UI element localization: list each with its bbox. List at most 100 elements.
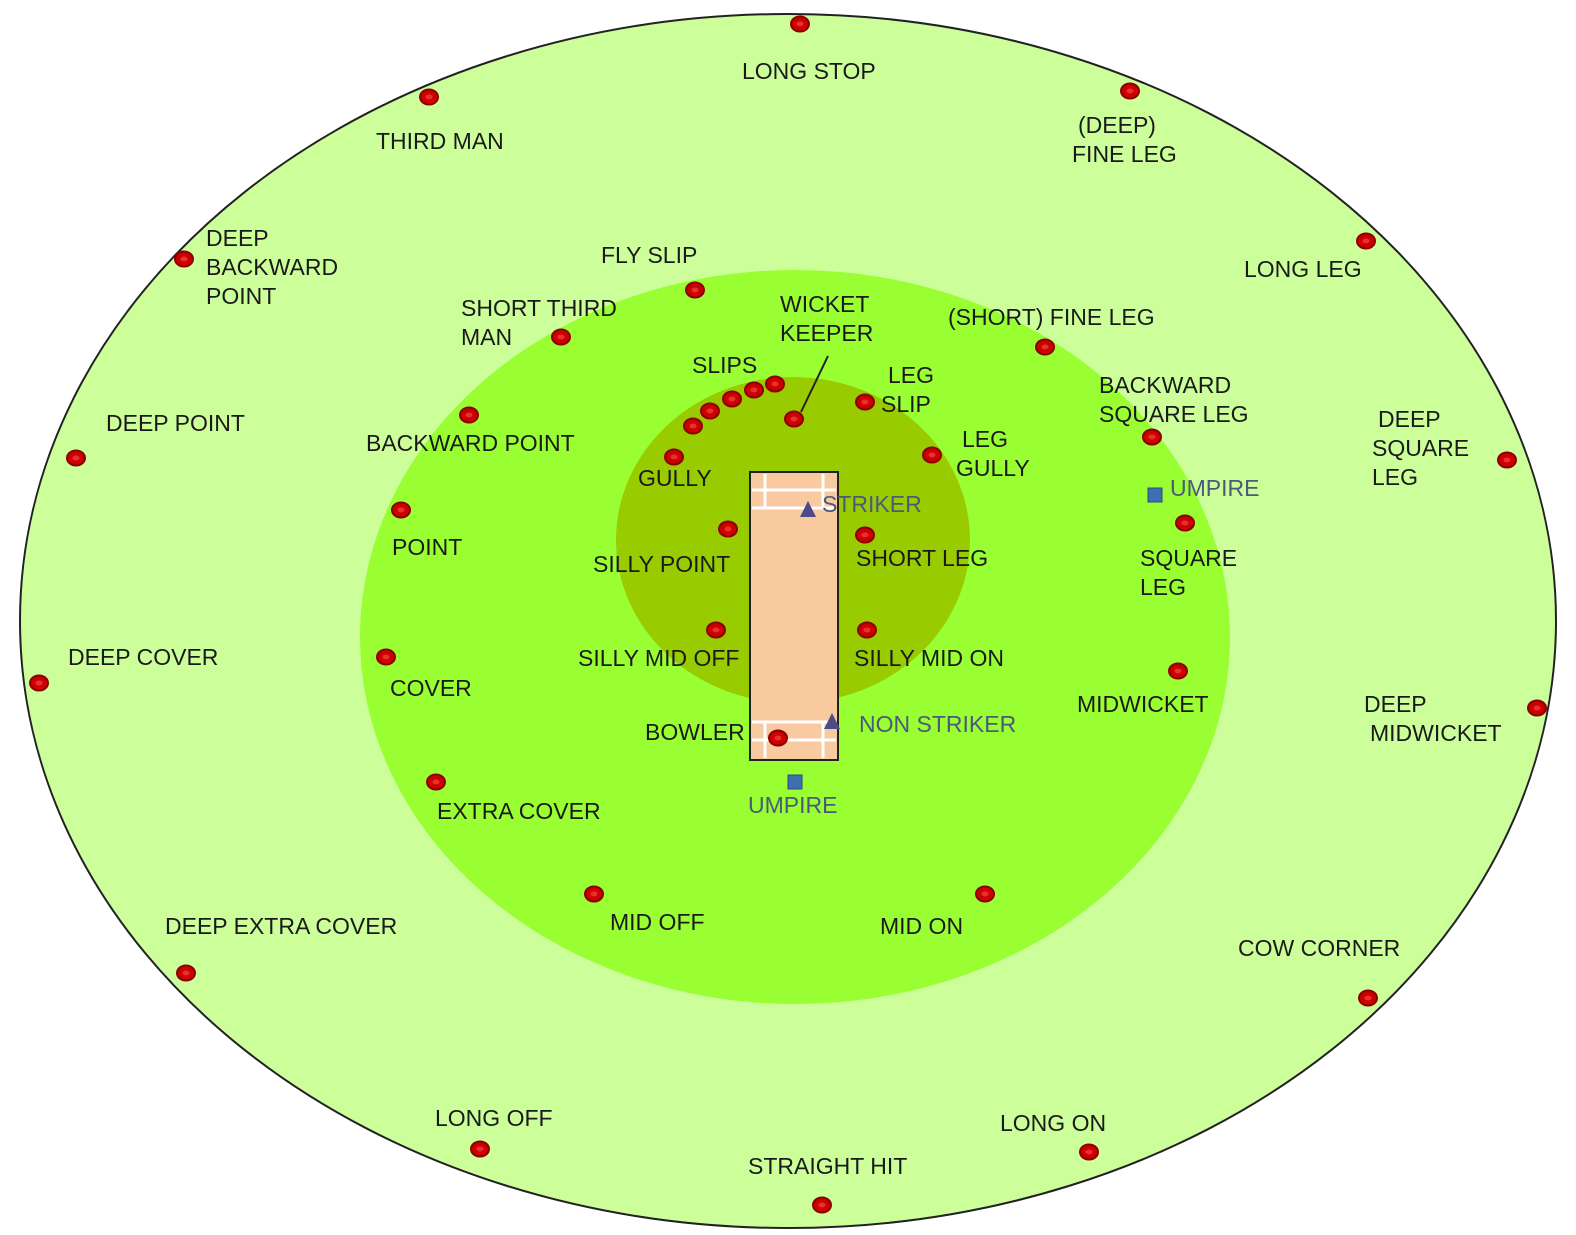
fielder-dot-core (750, 387, 758, 393)
fielder-dot-core (771, 381, 779, 387)
fielder-dot-core (180, 256, 188, 262)
position-label: POINT (206, 283, 276, 309)
fielder-dot-core (1181, 520, 1189, 526)
fielder-dot-core (861, 532, 869, 538)
position-label: BACKWARD (206, 254, 338, 280)
fielder-dot-core (796, 21, 804, 27)
position-label: MAN (461, 324, 512, 350)
position-label: MIDWICKET (1370, 720, 1502, 746)
fielder-dot-core (706, 408, 714, 414)
position-label: BACKWARD POINT (366, 430, 575, 456)
fielder-dot-core (557, 334, 565, 340)
position-label: LEG (1372, 464, 1418, 490)
creases (752, 474, 836, 758)
fielder-dot-core (476, 1146, 484, 1152)
position-label: MIDWICKET (1077, 691, 1209, 717)
fielder-dot-core (35, 680, 43, 686)
fielder-dot-core (72, 455, 80, 461)
fielder-dot-core (382, 654, 390, 660)
fielder-dot-core (425, 94, 433, 100)
fielder-dot-core (818, 1202, 826, 1208)
fielder-dot-core (432, 779, 440, 785)
position-label: SQUARE (1372, 435, 1469, 461)
fielder-dot-core (1041, 344, 1049, 350)
position-label: COVER (390, 675, 472, 701)
fielder-dot-core (1174, 668, 1182, 674)
fielder-dot-core (928, 452, 936, 458)
position-label: DEEP (1364, 691, 1427, 717)
non-striker-marker (824, 713, 840, 729)
position-label: GULLY (956, 455, 1030, 481)
position-label: SQUARE (1140, 545, 1237, 571)
fielder-dot-core (691, 287, 699, 293)
fielder-dot-core (1148, 434, 1156, 440)
position-label: SILLY MID ON (854, 645, 1004, 671)
fielder-dot-core (712, 627, 720, 633)
position-label: SHORT THIRD (461, 295, 617, 321)
position-label: DEEP EXTRA COVER (165, 913, 397, 939)
position-label: DEEP (206, 225, 269, 251)
umpire-marker (787, 774, 803, 790)
fielder-dot-core (724, 526, 732, 532)
fielder-dot-core (863, 627, 871, 633)
position-label: DEEP (1378, 406, 1441, 432)
position-label: BOWLER (645, 719, 745, 745)
position-label: DEEP COVER (68, 644, 218, 670)
position-label: MID ON (880, 913, 963, 939)
position-label: SHORT LEG (856, 545, 988, 571)
position-label: POINT (392, 534, 462, 560)
position-label: LONG LEG (1244, 256, 1362, 282)
position-label: SQUARE LEG (1099, 401, 1249, 427)
position-labels: LONG STOP THIRD MAN (DEEP) FINE LEG DEEP BACK… (68, 58, 1502, 1179)
fielder-dot-core (790, 416, 798, 422)
fielder-dot-core (1533, 705, 1541, 711)
position-label: STRIKER (822, 491, 922, 517)
position-label: BACKWARD (1099, 372, 1231, 398)
fielder-dot-core (670, 454, 678, 460)
fielder-dot-core (728, 396, 736, 402)
position-label: SLIPS (692, 352, 757, 378)
position-label: FINE LEG (1072, 141, 1177, 167)
striker-marker (800, 501, 816, 517)
fielder-dot-core (182, 970, 190, 976)
position-label: LEG (962, 426, 1008, 452)
position-label: STRAIGHT HIT (748, 1153, 907, 1179)
position-label: FLY SLIP (601, 242, 697, 268)
position-label: COW CORNER (1238, 935, 1400, 961)
position-label: LONG OFF (435, 1105, 553, 1131)
position-label: KEEPER (780, 320, 873, 346)
fielder-dot-core (981, 891, 989, 897)
fielders (29, 15, 1547, 1214)
umpire-marker (1147, 487, 1163, 503)
fielder-dot-core (1126, 88, 1134, 94)
position-label: (SHORT) FINE LEG (948, 304, 1155, 330)
position-label: UMPIRE (748, 792, 837, 818)
position-label: LONG STOP (742, 58, 876, 84)
position-label: WICKET (780, 291, 869, 317)
position-label: (DEEP) (1078, 112, 1156, 138)
fielder-dot-core (689, 423, 697, 429)
fielder-dot-core (1362, 238, 1370, 244)
position-label: EXTRA COVER (437, 798, 601, 824)
fielder-dot-core (465, 412, 473, 418)
position-label: LEG (888, 362, 934, 388)
keeper-pointer (800, 355, 829, 413)
position-label: SILLY MID OFF (578, 645, 739, 671)
position-label: NON STRIKER (859, 711, 1016, 737)
fielder-dot-core (774, 735, 782, 741)
pitch (749, 471, 839, 761)
fielder-dot-core (1364, 995, 1372, 1001)
position-label: DEEP POINT (106, 410, 245, 436)
fielder-dot-core (1503, 457, 1511, 463)
position-label: LEG (1140, 574, 1186, 600)
position-label: SILLY POINT (593, 551, 730, 577)
position-label: MID OFF (610, 909, 705, 935)
position-label: UMPIRE (1170, 475, 1259, 501)
position-label: THIRD MAN (376, 128, 504, 154)
position-label: GULLY (638, 465, 712, 491)
position-label: LONG ON (1000, 1110, 1106, 1136)
fielder-dot-core (397, 507, 405, 513)
position-label: SLIP (881, 391, 931, 417)
fielder-dot-core (1085, 1149, 1093, 1155)
